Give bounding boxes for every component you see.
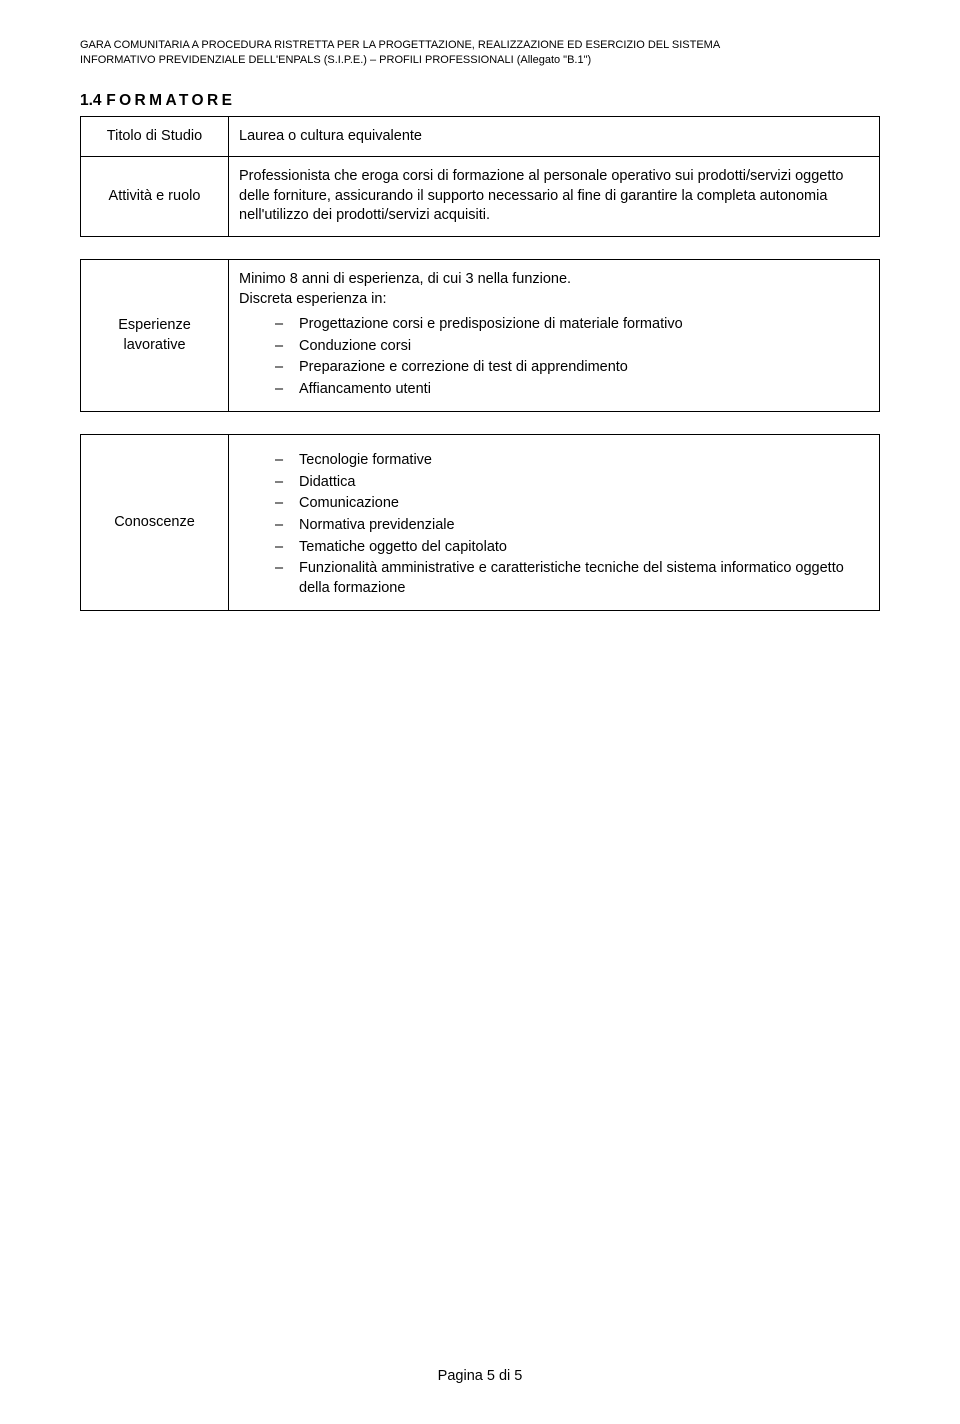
conoscenze-value: Tecnologie formative Didattica Comunicaz…	[229, 435, 880, 611]
titolo-label: Titolo di Studio	[81, 116, 229, 157]
attivita-value: Professionista che eroga corsi di formaz…	[229, 157, 880, 237]
attivita-label: Attività e ruolo	[81, 157, 229, 237]
esperienze-intro1: Minimo 8 anni di esperienza, di cui 3 ne…	[239, 270, 869, 290]
list-item: Didattica	[275, 473, 869, 493]
list-item: Normativa previdenziale	[275, 516, 869, 536]
list-item: Conduzione corsi	[275, 337, 869, 357]
section-heading: 1.4 FORMATORE	[80, 92, 880, 110]
list-item: Tematiche oggetto del capitolato	[275, 538, 869, 558]
esperienze-intro2: Discreta esperienza in:	[239, 290, 869, 310]
doc-header-line2: INFORMATIVO PREVIDENZIALE DELL'ENPALS (S…	[80, 53, 880, 68]
esperienze-table: Esperienze lavorative Minimo 8 anni di e…	[80, 259, 880, 412]
titolo-table: Titolo di Studio Laurea o cultura equiva…	[80, 116, 880, 237]
doc-header-line1: GARA COMUNITARIA A PROCEDURA RISTRETTA P…	[80, 38, 880, 53]
page-footer: Pagina 5 di 5	[0, 1368, 960, 1384]
conoscenze-list: Tecnologie formative Didattica Comunicaz…	[239, 451, 869, 598]
esperienze-label: Esperienze lavorative	[81, 259, 229, 411]
conoscenze-table: Conoscenze Tecnologie formative Didattic…	[80, 434, 880, 611]
list-item: Preparazione e correzione di test di app…	[275, 358, 869, 378]
list-item: Funzionalità amministrative e caratteris…	[275, 559, 869, 598]
esperienze-value: Minimo 8 anni di esperienza, di cui 3 ne…	[229, 259, 880, 411]
titolo-value: Laurea o cultura equivalente	[229, 116, 880, 157]
conoscenze-label: Conoscenze	[81, 435, 229, 611]
section-title: FORMATORE	[106, 92, 235, 109]
list-item: Comunicazione	[275, 494, 869, 514]
esperienze-list: Progettazione corsi e predisposizione di…	[239, 315, 869, 399]
list-item: Tecnologie formative	[275, 451, 869, 471]
section-number: 1.4	[80, 92, 102, 109]
list-item: Affiancamento utenti	[275, 380, 869, 400]
list-item: Progettazione corsi e predisposizione di…	[275, 315, 869, 335]
